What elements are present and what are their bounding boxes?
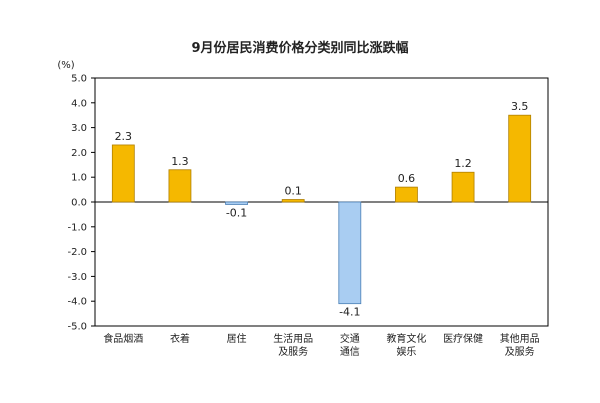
bar <box>225 201 248 205</box>
y-tick-label: 4.0 <box>71 98 87 109</box>
data-label: 2.3 <box>115 130 133 143</box>
data-label: 3.5 <box>511 100 529 113</box>
bar <box>451 171 475 203</box>
data-label: 1.2 <box>454 157 472 170</box>
data-label: 0.1 <box>284 185 302 198</box>
data-label: -0.1 <box>226 206 247 219</box>
y-tick-label: 1.0 <box>71 173 87 184</box>
bar <box>168 169 192 203</box>
x-tick-label: 医疗保健 <box>443 332 483 345</box>
x-tick-label: 通信 <box>340 346 360 358</box>
plot-area: 5.0 4.0 3.0 2.0 1.0 0.0 -1.0 -2.0 -3.0 -4.0 -5.0 2.… <box>67 74 549 358</box>
x-tick-label: 其他用品 <box>500 332 540 345</box>
y-tick-label: -5.0 <box>67 322 87 333</box>
y-tick-label: -1.0 <box>67 222 87 233</box>
y-tick-label: 0.0 <box>71 198 87 209</box>
data-label: 1.3 <box>171 155 189 168</box>
data-label: 0.6 <box>398 172 416 185</box>
y-tick-label: -2.0 <box>67 247 87 258</box>
x-tick-label: 及服务 <box>505 345 535 358</box>
x-tick-label: 居住 <box>227 332 247 345</box>
bar <box>281 199 305 203</box>
y-tick-label: 3.0 <box>71 123 87 134</box>
chart-title: 9月份居民消费价格分类别同比涨跌幅 <box>191 40 408 56</box>
bar <box>111 144 135 203</box>
bar <box>338 201 362 305</box>
y-tick-label: -4.0 <box>67 297 87 308</box>
y-axis-unit: (%) <box>57 60 74 71</box>
x-tick-label: 衣着 <box>170 332 190 345</box>
y-tick-label: 5.0 <box>71 74 87 85</box>
x-tick-label: 教育文化 <box>386 332 426 345</box>
x-tick-label: 交通 <box>340 332 360 345</box>
data-label: -4.1 <box>339 306 360 319</box>
x-tick-label: 生活用品 <box>273 332 313 345</box>
x-tick-label: 娱乐 <box>396 345 416 358</box>
y-tick-label: -3.0 <box>67 272 87 283</box>
x-tick-label: 食品烟酒 <box>103 332 143 345</box>
bar <box>395 186 418 203</box>
bar <box>508 114 532 203</box>
y-tick-label: 2.0 <box>71 148 87 159</box>
x-tick-label: 及服务 <box>278 345 308 358</box>
